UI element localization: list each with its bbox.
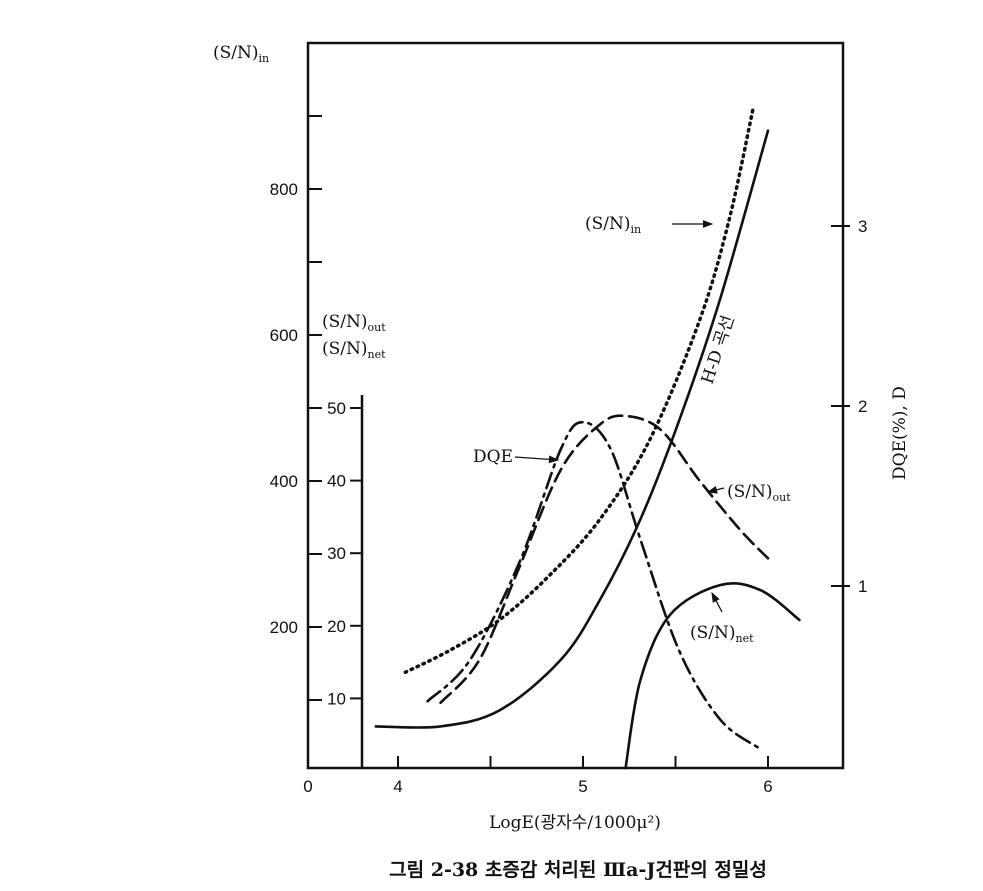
annotation-sn-out-arrow bbox=[706, 486, 725, 494]
inner-axis-title-net: (S/N)net bbox=[322, 339, 386, 361]
inner-tick-label: 20 bbox=[327, 617, 346, 636]
x-tick-label: 5 bbox=[578, 777, 587, 796]
x-axis-title: LogE(광자수/1000μ²) bbox=[489, 813, 661, 833]
series-dqe-line bbox=[426, 420, 761, 750]
left-tick-label: 400 bbox=[270, 472, 298, 491]
x-tick-label: 6 bbox=[763, 777, 772, 796]
x-tick-label: 0 bbox=[303, 777, 312, 796]
series-snout-line bbox=[439, 414, 770, 705]
right-tick-label: 1 bbox=[858, 577, 867, 596]
series-hd-line bbox=[374, 129, 770, 729]
inner-tick-label: 30 bbox=[327, 544, 346, 563]
figure-caption: 그림 2-38 초증감 처리된 Ⅲa-J건판의 정밀성 bbox=[389, 859, 767, 881]
inner-tick-label: 10 bbox=[327, 689, 346, 708]
right-axis-title: DQE(%), D bbox=[890, 386, 910, 480]
annotation-dqe: DQE bbox=[473, 447, 513, 467]
left-tick-label: 800 bbox=[270, 180, 298, 199]
series-snnet-line bbox=[624, 582, 801, 770]
left-tick-label: 600 bbox=[270, 326, 298, 345]
right-tick-label: 2 bbox=[858, 397, 867, 416]
series-snin-line bbox=[403, 106, 755, 675]
annotation-sn-in: (S/N)in bbox=[585, 214, 641, 236]
annotation-sn-net: (S/N)net bbox=[690, 623, 754, 645]
left-tick-label: 200 bbox=[270, 618, 298, 637]
inner-axis-title-out: (S/N)out bbox=[322, 312, 386, 334]
annotation-dqe-arrow bbox=[514, 455, 560, 464]
annotation-sn-net-arrow bbox=[711, 591, 723, 613]
left-axis-title: (S/N)in bbox=[213, 43, 269, 65]
annotation-sn-out: (S/N)out bbox=[727, 482, 791, 504]
inner-tick-label: 50 bbox=[327, 399, 346, 418]
inner-tick-label: 40 bbox=[327, 472, 346, 491]
right-tick-label: 3 bbox=[858, 217, 867, 236]
x-tick-label: 4 bbox=[393, 777, 402, 796]
